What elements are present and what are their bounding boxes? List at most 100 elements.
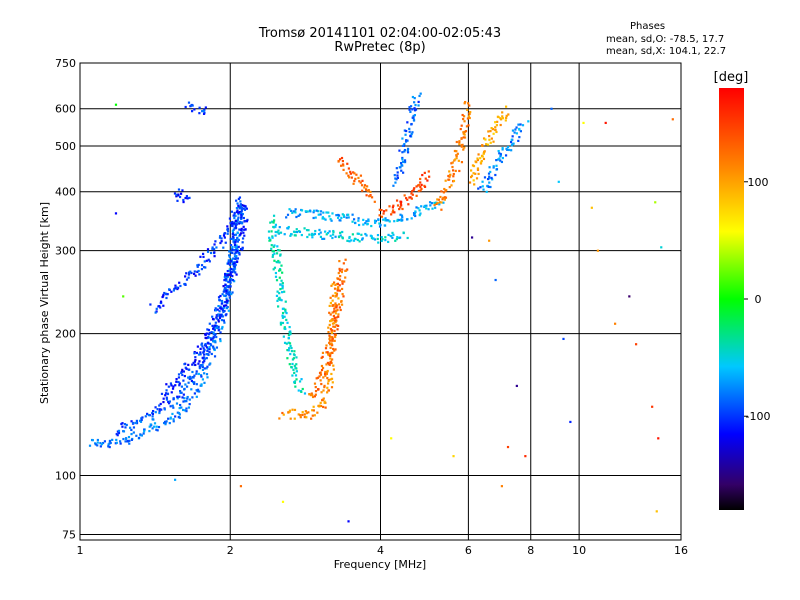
data-point (174, 415, 177, 418)
data-point (236, 240, 239, 243)
data-point (237, 245, 240, 248)
data-point (234, 219, 237, 223)
data-point (305, 412, 309, 415)
data-point (634, 343, 638, 346)
data-point (510, 144, 514, 147)
data-point (358, 240, 361, 243)
data-point (192, 361, 195, 365)
data-point (313, 414, 316, 417)
data-point (387, 219, 390, 222)
data-point (109, 441, 112, 445)
data-point (290, 365, 293, 369)
data-point (198, 360, 201, 363)
data-point (454, 169, 457, 173)
data-point (332, 364, 335, 367)
data-point (322, 211, 325, 214)
data-point (333, 322, 336, 325)
data-point (456, 152, 459, 155)
data-point (177, 373, 181, 376)
data-point (231, 251, 234, 255)
data-point (96, 441, 99, 444)
data-point (335, 319, 338, 322)
data-point (334, 235, 337, 238)
data-point (281, 285, 284, 288)
data-point (142, 432, 145, 435)
data-point (228, 217, 232, 220)
data-point (230, 258, 234, 261)
data-point (512, 142, 515, 145)
data-point (204, 266, 207, 269)
data-point (311, 414, 314, 417)
data-point (413, 107, 416, 110)
data-point (193, 350, 196, 354)
data-point (352, 218, 356, 221)
data-point (228, 268, 231, 271)
data-point (515, 126, 518, 129)
data-point (285, 318, 288, 322)
data-point (232, 222, 236, 225)
data-point (397, 218, 401, 222)
data-point (140, 418, 143, 421)
data-point (329, 339, 332, 342)
data-point (482, 157, 486, 161)
data-point (323, 400, 326, 403)
data-point (176, 411, 179, 414)
data-point (207, 328, 210, 332)
data-point (496, 158, 500, 161)
data-point (240, 216, 243, 219)
data-point (357, 217, 360, 220)
data-point (194, 363, 197, 366)
data-point (312, 233, 315, 236)
data-point (316, 411, 319, 414)
data-point (335, 324, 338, 327)
data-point (468, 112, 471, 116)
data-point (234, 263, 237, 267)
data-point (464, 130, 468, 133)
data-point (396, 171, 399, 174)
data-point (214, 240, 217, 243)
data-point (331, 318, 334, 322)
data-point (243, 219, 247, 223)
data-point (367, 189, 370, 192)
data-point (201, 345, 204, 348)
data-point (337, 271, 340, 275)
grid-layer (80, 63, 681, 540)
data-point (197, 362, 200, 365)
data-point (291, 408, 294, 411)
data-point (287, 333, 291, 337)
data-point (187, 406, 191, 409)
data-point (132, 431, 135, 434)
data-point (157, 425, 161, 429)
data-point (468, 104, 471, 107)
data-point (384, 236, 387, 239)
data-point (179, 284, 182, 288)
data-point (193, 108, 196, 111)
data-point (418, 209, 421, 212)
data-point (203, 367, 206, 370)
data-point (202, 112, 206, 115)
data-point (420, 187, 423, 191)
data-point (122, 295, 125, 298)
data-point (197, 263, 200, 267)
data-point (190, 104, 193, 107)
data-point (198, 390, 201, 393)
data-point (182, 400, 185, 403)
data-point (495, 168, 499, 171)
data-point (365, 234, 368, 237)
data-point (413, 213, 416, 217)
data-point (226, 230, 230, 233)
data-point (438, 203, 441, 206)
data-point (312, 216, 315, 220)
data-point (331, 329, 334, 332)
data-point (162, 397, 165, 400)
data-point (463, 120, 466, 123)
data-point (177, 415, 180, 419)
chart-title: Tromsø 20141101 02:04:00-02:05:43 (258, 26, 502, 41)
data-point (485, 143, 488, 146)
data-point (331, 311, 334, 314)
data-point (409, 134, 412, 138)
data-point (169, 382, 173, 385)
data-point (135, 419, 138, 422)
data-point (228, 254, 231, 257)
data-point (115, 441, 118, 444)
